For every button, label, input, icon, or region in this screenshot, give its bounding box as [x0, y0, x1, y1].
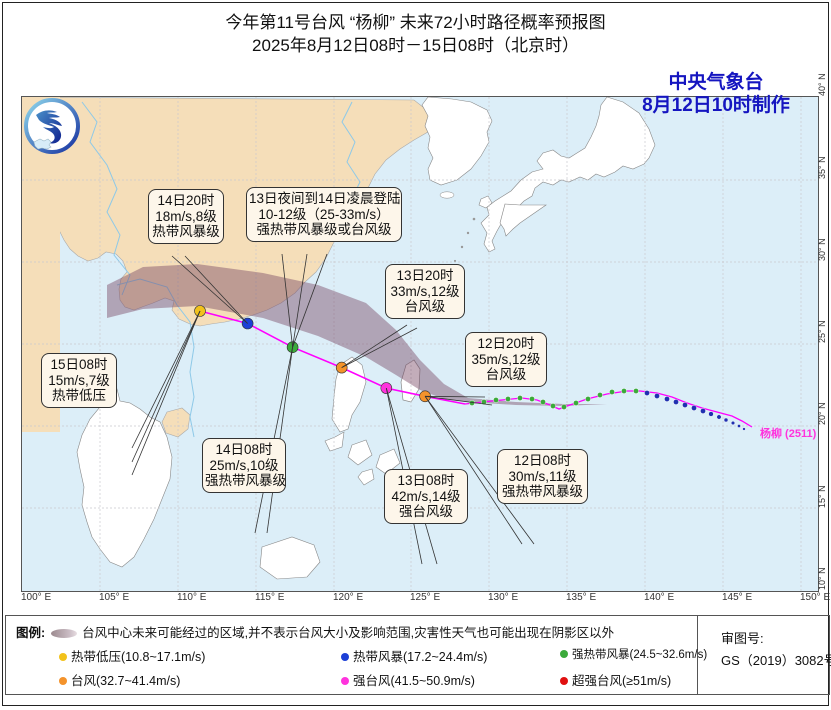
svg-text:杨柳 (2511): 杨柳 (2511): [760, 426, 817, 440]
